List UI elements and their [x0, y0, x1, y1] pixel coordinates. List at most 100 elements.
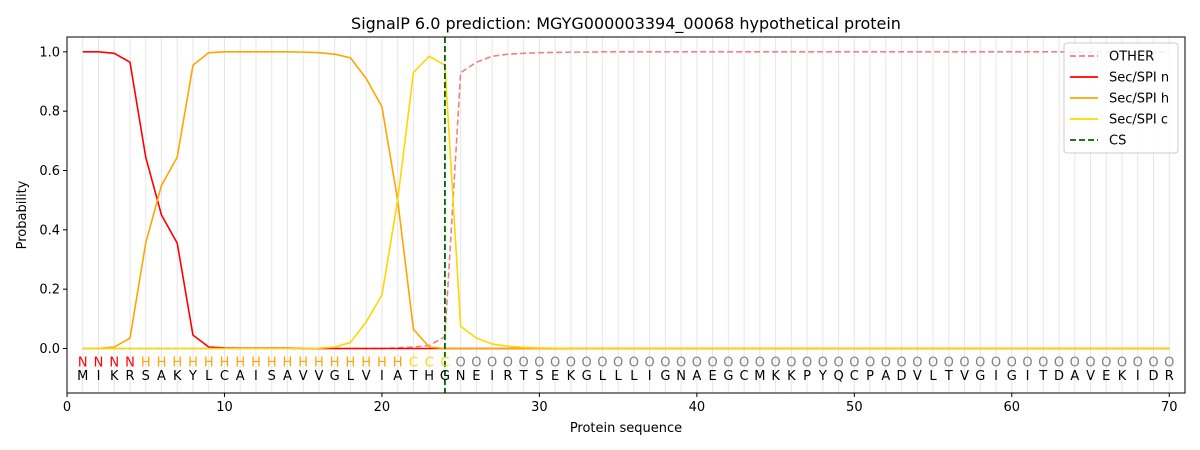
- residue-letter: I: [490, 369, 494, 384]
- residue-letter: Q: [833, 369, 843, 384]
- residue-letter: L: [929, 369, 937, 384]
- residue-letter: T: [1038, 369, 1047, 384]
- region-label: H: [204, 355, 214, 370]
- residue-letter: R: [503, 369, 512, 384]
- residue-letter: M: [77, 369, 88, 384]
- region-label: O: [959, 355, 969, 370]
- series-line-sec-spi-c: [82, 55, 1170, 350]
- region-label: O: [597, 355, 607, 370]
- region-label: O: [849, 355, 859, 370]
- region-label: O: [550, 355, 560, 370]
- region-label: O: [881, 355, 891, 370]
- residue-letter: G: [582, 369, 592, 384]
- region-label: O: [676, 355, 686, 370]
- region-label: O: [629, 355, 639, 370]
- residue-letter: R: [125, 369, 134, 384]
- legend-label: CS: [1109, 134, 1126, 149]
- legend-box: [1063, 42, 1179, 154]
- legend-label: Sec/SPI h: [1109, 92, 1169, 107]
- region-label: O: [1085, 355, 1095, 370]
- x-axis-label: Protein sequence: [570, 421, 682, 436]
- region-label: O: [1133, 355, 1143, 370]
- region-label: O: [1164, 355, 1174, 370]
- grid-lines: [82, 37, 1170, 393]
- legend-label: Sec/SPI c: [1109, 113, 1168, 128]
- x-tick-label: 40: [689, 400, 706, 415]
- region-label: O: [802, 355, 812, 370]
- residue-letter: V: [362, 369, 371, 384]
- chart-title: SignalP 6.0 prediction: MGYG000003394_00…: [351, 14, 901, 34]
- residue-letter: I: [1136, 369, 1140, 384]
- residue-letter: K: [567, 369, 576, 384]
- region-label: O: [645, 355, 655, 370]
- residue-letter: G: [330, 369, 340, 384]
- plot-frame: [66, 36, 1186, 394]
- residue-letter: G: [975, 369, 985, 384]
- y-tick-label: 0.6: [39, 164, 60, 179]
- region-label: O: [928, 355, 938, 370]
- residue-letter: I: [1026, 369, 1030, 384]
- legend-label: Sec/SPI n: [1109, 71, 1169, 86]
- region-label: N: [94, 355, 104, 370]
- region-label: O: [471, 355, 481, 370]
- region-label: H: [267, 355, 277, 370]
- region-label: H: [251, 355, 261, 370]
- y-tick-label: 0.8: [39, 105, 60, 120]
- region-label: H: [172, 355, 182, 370]
- residue-letter: V: [960, 369, 969, 384]
- residue-letter: I: [648, 369, 652, 384]
- residue-letter: E: [1102, 369, 1110, 384]
- residue-letter: S: [142, 369, 150, 384]
- region-label: O: [582, 355, 592, 370]
- region-label: O: [566, 355, 576, 370]
- residue-letter: I: [254, 369, 258, 384]
- residue-letter: I: [97, 369, 101, 384]
- region-label: H: [157, 355, 167, 370]
- residue-letter: T: [408, 369, 417, 384]
- region-label: O: [487, 355, 497, 370]
- region-label: H: [235, 355, 245, 370]
- residue-letter: P: [803, 369, 811, 384]
- residue-letter: K: [110, 369, 119, 384]
- region-label: N: [78, 355, 88, 370]
- region-label: O: [975, 355, 985, 370]
- residue-letter: L: [630, 369, 638, 384]
- residue-letter: H: [424, 369, 434, 384]
- residue-letter: L: [205, 369, 213, 384]
- residue-letter: T: [519, 369, 528, 384]
- region-label: O: [723, 355, 733, 370]
- residue-letter: G: [723, 369, 733, 384]
- residue-letter: A: [283, 369, 292, 384]
- x-tick-label: 10: [216, 400, 233, 415]
- region-label: H: [393, 355, 403, 370]
- residue-letter: Y: [818, 369, 827, 384]
- residue-letter: N: [456, 369, 466, 384]
- region-label: O: [534, 355, 544, 370]
- residue-letter: K: [771, 369, 780, 384]
- legend: OTHER Sec/SPI n Sec/SPI h Sec/SPI c CS: [1063, 42, 1179, 154]
- region-label: C: [425, 355, 434, 370]
- residue-letter: D: [1054, 369, 1064, 384]
- region-label: O: [519, 355, 529, 370]
- region-label: O: [1007, 355, 1017, 370]
- y-axis-ticks: 0.0 0.2 0.4 0.6 0.8 1.0: [39, 45, 67, 357]
- residue-letter: E: [472, 369, 480, 384]
- region-label: H: [141, 355, 151, 370]
- residue-letter: C: [850, 369, 859, 384]
- region-label: O: [1022, 355, 1032, 370]
- residue-letter: I: [380, 369, 384, 384]
- x-tick-label: 0: [63, 400, 71, 415]
- region-label: H: [283, 355, 293, 370]
- region-label: O: [503, 355, 513, 370]
- region-label: O: [833, 355, 843, 370]
- region-label: H: [220, 355, 230, 370]
- region-label: C: [409, 355, 418, 370]
- residue-letter: C: [740, 369, 749, 384]
- residue-letter: A: [1070, 369, 1079, 384]
- x-axis-ticks: 0 10 20 30 40 50 60 70: [63, 393, 1178, 415]
- x-tick-label: 20: [374, 400, 391, 415]
- residue-letter: A: [393, 369, 402, 384]
- x-tick-label: 70: [1161, 400, 1178, 415]
- sequence-annotations: NMNINKNRHSHAHKHYHLHCHAHIHSHAHVHVHGHLHVHI…: [77, 355, 1174, 384]
